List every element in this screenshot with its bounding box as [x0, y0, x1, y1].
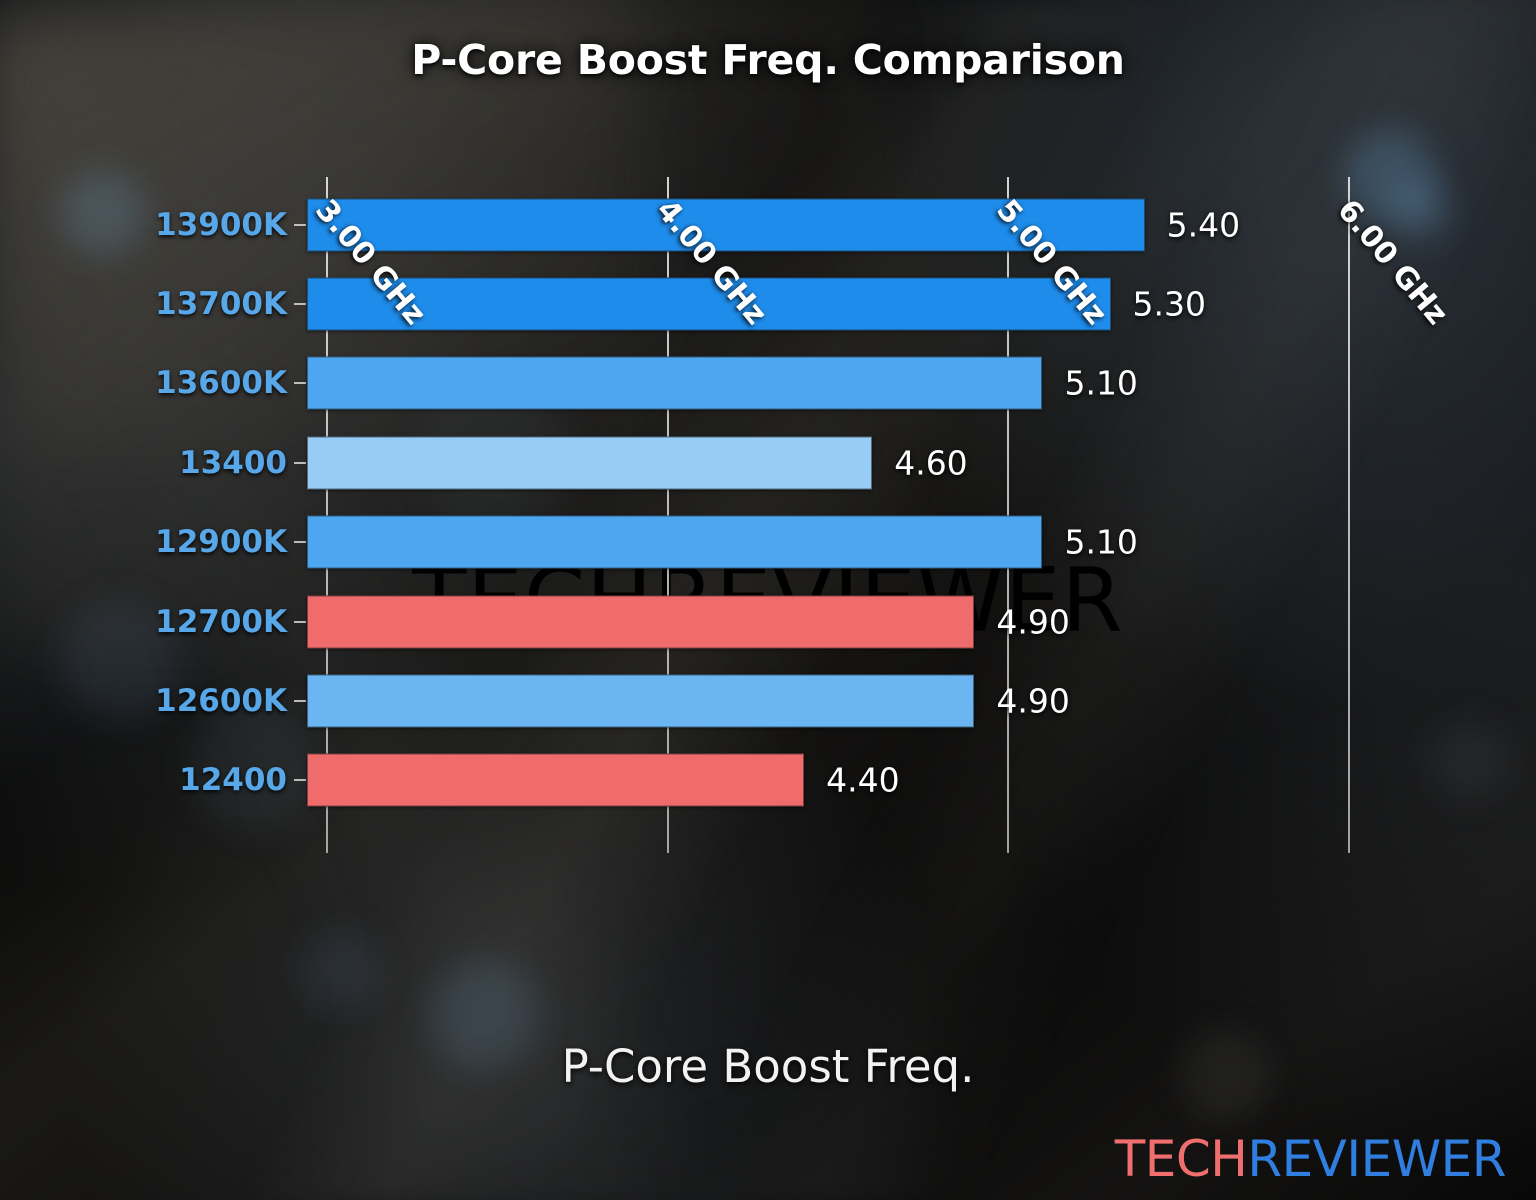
- bar-row: 13400 4.60: [179, 423, 1417, 502]
- bar-12600K[interactable]: [307, 674, 975, 728]
- gridline-300: [326, 177, 329, 853]
- bar-13600K[interactable]: [307, 356, 1043, 410]
- x-axis-title: P-Core Boost Freq.: [561, 1040, 975, 1093]
- bar-rows: 13900K 5.40 13700K 5.30 13600K 5.10 13400 4.60 1…: [155, 185, 1417, 820]
- bar-value-12400: 4.40: [826, 760, 900, 800]
- bokeh-light: [1345, 130, 1437, 222]
- bokeh-light: [1430, 720, 1510, 800]
- bokeh-light: [60, 600, 180, 720]
- bar-value-12900K: 5.10: [1064, 522, 1138, 562]
- bar-12900K[interactable]: [307, 515, 1043, 569]
- y-tick-mark: [294, 223, 306, 226]
- y-tick-mark: [294, 461, 306, 464]
- bar-12700K[interactable]: [307, 595, 975, 649]
- y-axis-label-13600K: 13600K: [155, 365, 287, 402]
- bokeh-light: [430, 960, 540, 1070]
- bar-value-13700K: 5.30: [1132, 284, 1207, 324]
- bar-value-13400: 4.60: [894, 443, 968, 483]
- bar-row: 13700K 5.30: [155, 264, 1417, 343]
- bar-row: 12700K 4.90: [155, 582, 1417, 661]
- y-tick-mark: [294, 382, 306, 385]
- bar-value-13600K: 5.10: [1064, 363, 1138, 403]
- y-tick-mark: [294, 779, 306, 782]
- bar-13900K[interactable]: [307, 198, 1145, 252]
- bokeh-light: [1390, 180, 1450, 240]
- y-axis-label-12400: 12400: [179, 762, 287, 799]
- chart-title: P-Core Boost Freq. Comparison: [411, 36, 1125, 84]
- gridline-400: [666, 177, 669, 853]
- y-axis-label-13700K: 13700K: [155, 286, 287, 323]
- gridline-600: [1347, 177, 1350, 853]
- y-axis-label-12700K: 12700K: [155, 603, 287, 640]
- y-tick-mark: [294, 541, 306, 544]
- bokeh-light: [1180, 1030, 1270, 1120]
- bar-13700K[interactable]: [307, 277, 1111, 331]
- y-tick-mark: [294, 303, 306, 306]
- y-axis-label-13400: 13400: [179, 444, 287, 481]
- gridline-500: [1007, 177, 1010, 853]
- logo-reviewer: REVIEWER: [1247, 1130, 1506, 1188]
- bar-row: 13600K 5.10: [155, 344, 1417, 423]
- plot-area: 13900K 5.40 13700K 5.30 13600K 5.10 13400 4.60 1…: [155, 177, 1454, 853]
- bokeh-light: [190, 700, 320, 830]
- bar-value-13900K: 5.40: [1166, 205, 1241, 245]
- bar-row: 12600K 4.90: [155, 661, 1417, 740]
- bar-12400[interactable]: [307, 753, 805, 807]
- y-axis-label-13900K: 13900K: [155, 206, 287, 243]
- bar-row: 12400 4.40: [179, 741, 1417, 820]
- y-tick-mark: [294, 620, 306, 623]
- y-axis-label-12900K: 12900K: [155, 524, 287, 561]
- bar-value-12600K: 4.90: [996, 681, 1070, 721]
- bokeh-light: [60, 170, 146, 256]
- y-tick-mark: [294, 699, 306, 702]
- y-axis-label-12600K: 12600K: [155, 682, 287, 719]
- bar-row: 13900K 5.40: [155, 185, 1417, 264]
- bar-value-12700K: 4.90: [996, 602, 1070, 642]
- logo-tech: TECH: [1114, 1130, 1248, 1188]
- bar-row: 12900K 5.10: [155, 503, 1417, 582]
- techreviewer-logo: TECHREVIEWER: [1114, 1130, 1507, 1188]
- bar-13400[interactable]: [307, 436, 873, 490]
- bokeh-light: [300, 930, 380, 1010]
